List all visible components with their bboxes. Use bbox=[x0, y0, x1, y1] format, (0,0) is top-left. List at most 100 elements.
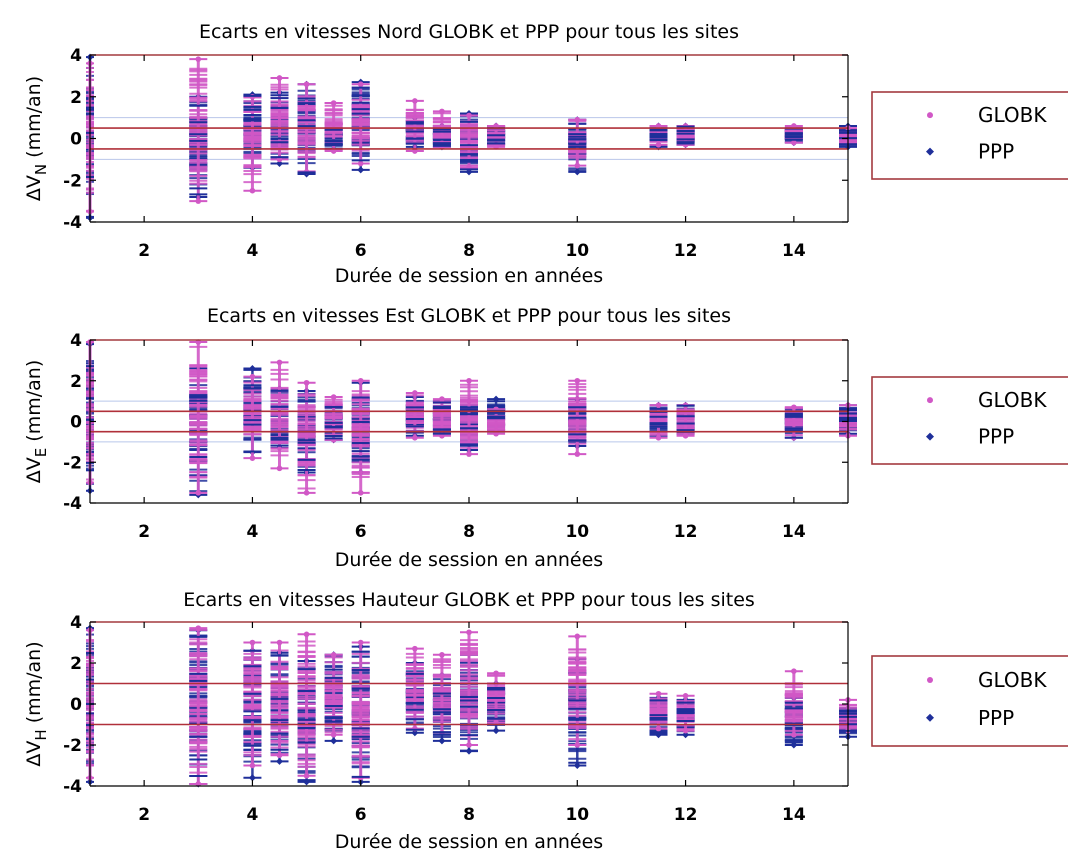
legend-box bbox=[871, 655, 1068, 747]
y-tick-label: 4 bbox=[70, 331, 82, 351]
legend: GLOBK PPP bbox=[871, 376, 1068, 465]
data-column bbox=[676, 122, 695, 149]
y-tick-label: -4 bbox=[63, 777, 82, 797]
data-column bbox=[351, 78, 370, 174]
legend: GLOBK PPP bbox=[871, 655, 1068, 747]
data-column bbox=[297, 80, 316, 178]
x-tick-label: 12 bbox=[674, 805, 698, 825]
data-column bbox=[189, 339, 208, 499]
x-axis-label: Durée de session en années bbox=[335, 549, 603, 571]
data-column bbox=[351, 639, 370, 786]
legend-label-globk: GLOBK bbox=[978, 103, 1047, 127]
data-column bbox=[324, 651, 343, 745]
data-column bbox=[324, 394, 343, 444]
x-tick-label: 12 bbox=[674, 522, 698, 542]
y-tick-label: 2 bbox=[70, 654, 82, 674]
legend-label-globk: GLOBK bbox=[978, 668, 1047, 692]
x-tick-label: 2 bbox=[138, 805, 150, 825]
x-tick-label: 2 bbox=[138, 522, 150, 542]
y-tick-label: -2 bbox=[63, 453, 82, 473]
data-column bbox=[243, 639, 262, 782]
x-tick-label: 8 bbox=[463, 241, 475, 261]
data-column bbox=[649, 690, 668, 739]
data-column bbox=[270, 359, 289, 472]
data-column bbox=[487, 670, 506, 735]
legend-label-ppp: PPP bbox=[978, 425, 1014, 449]
y-tick-label: 2 bbox=[70, 88, 82, 108]
y-label-subscript: H bbox=[32, 729, 50, 740]
x-tick-label: 4 bbox=[247, 805, 259, 825]
x-tick-label: 10 bbox=[565, 805, 589, 825]
chart-panel-2: Ecarts en vitesses Est GLOBK et PPP pour… bbox=[23, 305, 1068, 571]
x-tick-label: 10 bbox=[565, 241, 589, 261]
x-tick-label: 8 bbox=[463, 522, 475, 542]
data-column bbox=[405, 645, 424, 737]
x-tick-label: 8 bbox=[463, 805, 475, 825]
data-column bbox=[189, 625, 208, 788]
x-tick-label: 14 bbox=[782, 522, 806, 542]
data-column bbox=[243, 91, 262, 194]
x-tick-label: 6 bbox=[355, 805, 367, 825]
legend-marker-globk bbox=[927, 677, 933, 683]
legend-marker-globk bbox=[927, 112, 933, 119]
y-label-base: ΔV bbox=[23, 457, 45, 483]
y-axis-label: ΔVE (mm/an) bbox=[23, 360, 50, 483]
legend: GLOBK PPP bbox=[871, 91, 1068, 180]
data-column bbox=[568, 377, 587, 457]
data-column bbox=[351, 377, 370, 496]
legend-label-ppp: PPP bbox=[978, 140, 1014, 164]
x-tick-label: 4 bbox=[247, 241, 259, 261]
y-tick-label: -2 bbox=[63, 736, 82, 756]
y-label-subscript: E bbox=[32, 448, 50, 457]
x-tick-label: 14 bbox=[782, 805, 806, 825]
data-column bbox=[649, 401, 668, 441]
legend-label-ppp: PPP bbox=[978, 706, 1014, 730]
chart-title: Ecarts en vitesses Est GLOBK et PPP pour… bbox=[207, 305, 731, 327]
x-axis-label: Durée de session en années bbox=[335, 265, 603, 287]
y-label-unit: (mm/an) bbox=[23, 76, 45, 164]
x-tick-label: 6 bbox=[355, 241, 367, 261]
legend-marker-ppp bbox=[926, 147, 934, 156]
chart-title: Ecarts en vitesses Nord GLOBK et PPP pou… bbox=[199, 21, 739, 43]
x-tick-label: 14 bbox=[782, 241, 806, 261]
y-tick-label: 4 bbox=[70, 46, 82, 66]
data-column bbox=[270, 639, 289, 765]
data-column bbox=[568, 633, 587, 769]
y-label-base: ΔV bbox=[23, 175, 45, 201]
y-axis-label: ΔVH (mm/an) bbox=[23, 641, 50, 766]
y-tick-label: -4 bbox=[63, 213, 82, 233]
x-tick-label: 6 bbox=[355, 522, 367, 542]
y-tick-label: 0 bbox=[70, 413, 82, 433]
y-label-base: ΔV bbox=[23, 741, 45, 767]
x-tick-label: 4 bbox=[247, 522, 259, 542]
y-tick-label: 2 bbox=[70, 372, 82, 392]
x-axis-label: Durée de session en années bbox=[335, 831, 603, 853]
data-column bbox=[460, 629, 478, 755]
legend-marker-globk bbox=[927, 397, 933, 404]
y-tick-label: 4 bbox=[70, 613, 82, 633]
y-label-subscript: N bbox=[32, 164, 50, 175]
chart-panel-1: Ecarts en vitesses Nord GLOBK et PPP pou… bbox=[23, 21, 1068, 287]
y-label-unit: (mm/an) bbox=[23, 641, 45, 729]
data-column bbox=[405, 98, 424, 154]
chart-title: Ecarts en vitesses Hauteur GLOBK et PPP … bbox=[183, 589, 755, 611]
data-column bbox=[460, 109, 478, 176]
data-column bbox=[784, 404, 803, 442]
legend-marker-ppp bbox=[926, 432, 934, 441]
y-tick-label: -4 bbox=[63, 494, 82, 514]
x-tick-label: 10 bbox=[565, 522, 589, 542]
data-column bbox=[405, 390, 424, 441]
data-column bbox=[487, 122, 506, 150]
data-column bbox=[432, 652, 451, 745]
data-column bbox=[297, 631, 316, 786]
y-label-unit: (mm/an) bbox=[23, 360, 45, 448]
legend-box bbox=[871, 376, 1068, 465]
data-column bbox=[487, 395, 506, 437]
chart-panel-3: Ecarts en vitesses Hauteur GLOBK et PPP … bbox=[23, 589, 1068, 853]
y-axis-label: ΔVN (mm/an) bbox=[23, 76, 50, 201]
y-tick-label: 0 bbox=[70, 130, 82, 150]
data-column bbox=[324, 100, 343, 154]
data-column bbox=[270, 75, 289, 168]
y-tick-label: -2 bbox=[63, 171, 82, 191]
